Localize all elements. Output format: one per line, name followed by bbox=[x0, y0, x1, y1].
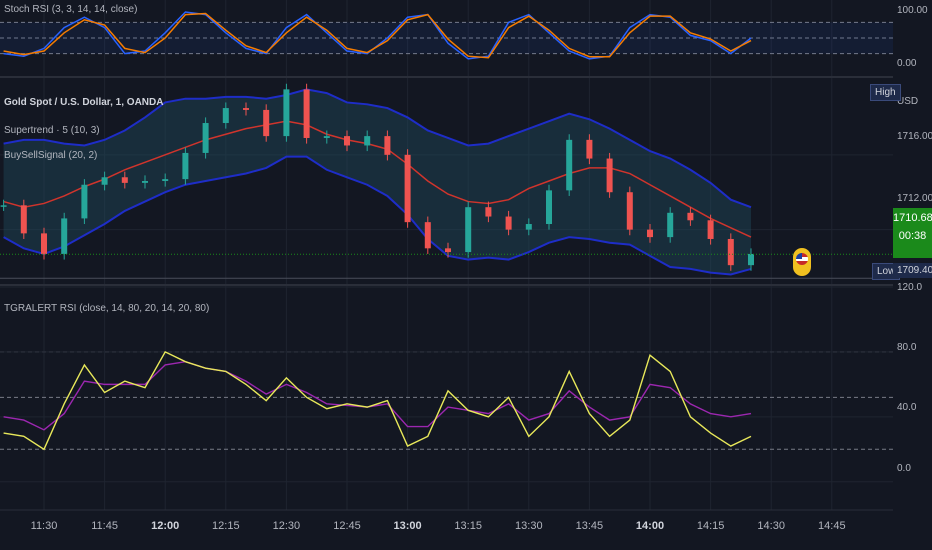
us-flag-icon bbox=[796, 253, 808, 265]
rsi-label[interactable]: TGRALERT RSI (close, 14, 80, 20, 14, 20,… bbox=[4, 303, 210, 314]
candle-body bbox=[243, 108, 249, 110]
time-tick-label: 14:00 bbox=[635, 520, 665, 532]
candle-body bbox=[546, 190, 552, 225]
time-tick-label: 12:15 bbox=[212, 520, 240, 532]
candle-body bbox=[202, 123, 209, 153]
time-tick-label: 13:15 bbox=[454, 520, 482, 532]
candle-body bbox=[586, 139, 593, 159]
economic-event-marker[interactable] bbox=[793, 248, 811, 276]
candle-body bbox=[162, 179, 169, 181]
bar-countdown: 00:38 bbox=[898, 230, 927, 242]
rsi-fast-line bbox=[3, 351, 752, 451]
candle-body bbox=[263, 109, 270, 137]
time-tick-label: 12:45 bbox=[333, 520, 361, 532]
rsi-slow-line bbox=[3, 360, 752, 431]
last-price-tag: 1710.685 00:38 bbox=[893, 208, 932, 258]
candle-body bbox=[364, 136, 371, 146]
bollinger-fill bbox=[3, 89, 752, 275]
rsi-tick-40: 40.0 bbox=[897, 402, 917, 413]
upper-band-line bbox=[3, 88, 752, 209]
candle-body bbox=[707, 220, 714, 239]
candle-body bbox=[606, 158, 613, 193]
candle-body bbox=[404, 154, 411, 223]
candle-body bbox=[424, 222, 431, 249]
supertrend-label[interactable]: Supertrend · 5 (10, 3) bbox=[4, 125, 100, 136]
candle-body bbox=[647, 229, 653, 238]
candle-body bbox=[182, 152, 189, 180]
stoch-rsi-label[interactable]: Stoch RSI (3, 3, 14, 14, close) bbox=[4, 4, 138, 15]
candle-body bbox=[323, 136, 330, 138]
candle-body bbox=[101, 177, 108, 185]
time-tick-label: 14:30 bbox=[757, 520, 785, 532]
candle-body bbox=[525, 224, 532, 230]
candle-body bbox=[445, 248, 451, 253]
time-tick-label: 13:30 bbox=[515, 520, 543, 532]
lower-band-line bbox=[3, 155, 752, 276]
buysell-label[interactable]: BuySellSignal (20, 2) bbox=[4, 150, 98, 161]
candle-body bbox=[485, 207, 492, 217]
high-tag[interactable]: High bbox=[870, 84, 901, 101]
stoch-tick-100: 100.00 bbox=[897, 5, 928, 16]
candle-body bbox=[667, 212, 674, 238]
candle-body bbox=[41, 233, 47, 254]
candle-body bbox=[344, 136, 350, 146]
rsi-tick-80: 80.0 bbox=[897, 342, 917, 353]
candle-body bbox=[0, 205, 7, 207]
candle-body bbox=[384, 136, 391, 155]
pane-divider-top[interactable] bbox=[0, 76, 932, 78]
time-tick-label: 11:45 bbox=[91, 520, 118, 532]
candle-body bbox=[283, 89, 290, 137]
candle-body bbox=[142, 181, 148, 183]
candle-body bbox=[505, 216, 512, 230]
time-tick-label: 13:00 bbox=[393, 520, 422, 532]
pane-divider-bottom[interactable] bbox=[0, 284, 932, 286]
candle-body bbox=[222, 108, 229, 124]
candle-body bbox=[566, 139, 573, 191]
currency-label: USD bbox=[897, 96, 919, 107]
stoch-d-line bbox=[3, 12, 752, 59]
candle-body bbox=[465, 207, 472, 253]
rsi-tick-0: 0.0 bbox=[897, 463, 911, 474]
last-price-value: 1710.685 bbox=[893, 212, 932, 224]
stoch-tick-0: 0.00 bbox=[897, 58, 917, 69]
time-tick-label: 11:30 bbox=[30, 520, 58, 532]
price-tick-1712: 1712.000 bbox=[897, 193, 932, 204]
time-tick-label: 14:15 bbox=[696, 520, 725, 532]
candle-body bbox=[303, 89, 310, 138]
candle-body bbox=[626, 192, 633, 230]
candle-body bbox=[61, 218, 68, 254]
candle-body bbox=[687, 212, 694, 221]
candle-body bbox=[81, 184, 88, 219]
candle-body bbox=[748, 253, 754, 266]
candle-body bbox=[727, 238, 734, 266]
price-tick-1716: 1716.000 bbox=[897, 131, 932, 142]
candle-body bbox=[121, 177, 128, 183]
candle-body bbox=[20, 205, 27, 234]
basis-line bbox=[3, 120, 752, 238]
rsi-tick-120: 120.0 bbox=[897, 282, 923, 293]
time-tick-label: 12:00 bbox=[151, 520, 180, 532]
time-tick-label: 14:45 bbox=[818, 520, 846, 532]
time-tick-label: 13:45 bbox=[575, 520, 604, 532]
symbol-title[interactable]: Gold Spot / U.S. Dollar, 1, OANDA bbox=[4, 97, 164, 108]
low-price-tag: 1709.400 bbox=[893, 263, 932, 278]
time-tick-label: 12:30 bbox=[272, 520, 301, 532]
